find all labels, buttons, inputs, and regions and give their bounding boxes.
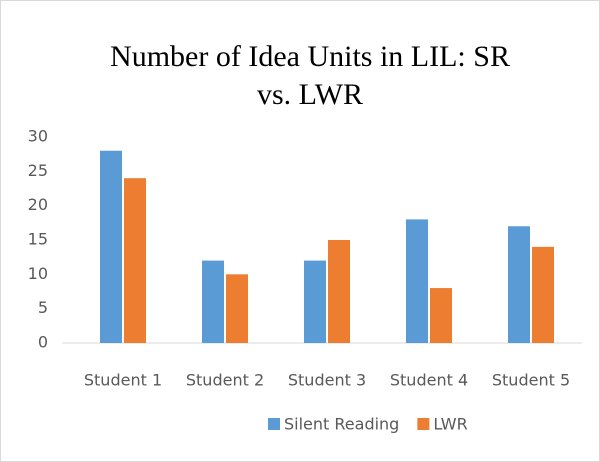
x-tick-label: Student 4 (390, 371, 468, 390)
x-tick-label: Student 1 (84, 371, 162, 390)
bar (508, 226, 530, 343)
y-tick-label: 0 (38, 333, 48, 352)
bar (100, 150, 122, 343)
legend-label: LWR (433, 415, 467, 434)
x-tick-label: Student 5 (492, 371, 570, 390)
bar (328, 240, 350, 343)
y-tick-label: 25 (28, 161, 48, 180)
y-tick-label: 5 (38, 298, 48, 317)
legend-swatch (268, 418, 280, 430)
y-tick-label: 15 (28, 230, 48, 249)
bar (124, 178, 146, 343)
bar (532, 246, 554, 343)
y-tick-label: 30 (28, 127, 48, 146)
y-tick-label: 20 (28, 195, 48, 214)
y-tick-label: 10 (28, 264, 48, 283)
bar (202, 260, 224, 343)
chart-title: Number of Idea Units in LIL: SR vs. LWR (110, 40, 510, 111)
bar (226, 274, 248, 343)
x-tick-label: Student 3 (288, 371, 366, 390)
bar (304, 260, 326, 343)
bar (430, 288, 452, 343)
legend-swatch (417, 418, 430, 430)
legend-label: Silent Reading (284, 415, 399, 434)
x-tick-label: Student 2 (186, 371, 264, 390)
bar (406, 219, 428, 343)
